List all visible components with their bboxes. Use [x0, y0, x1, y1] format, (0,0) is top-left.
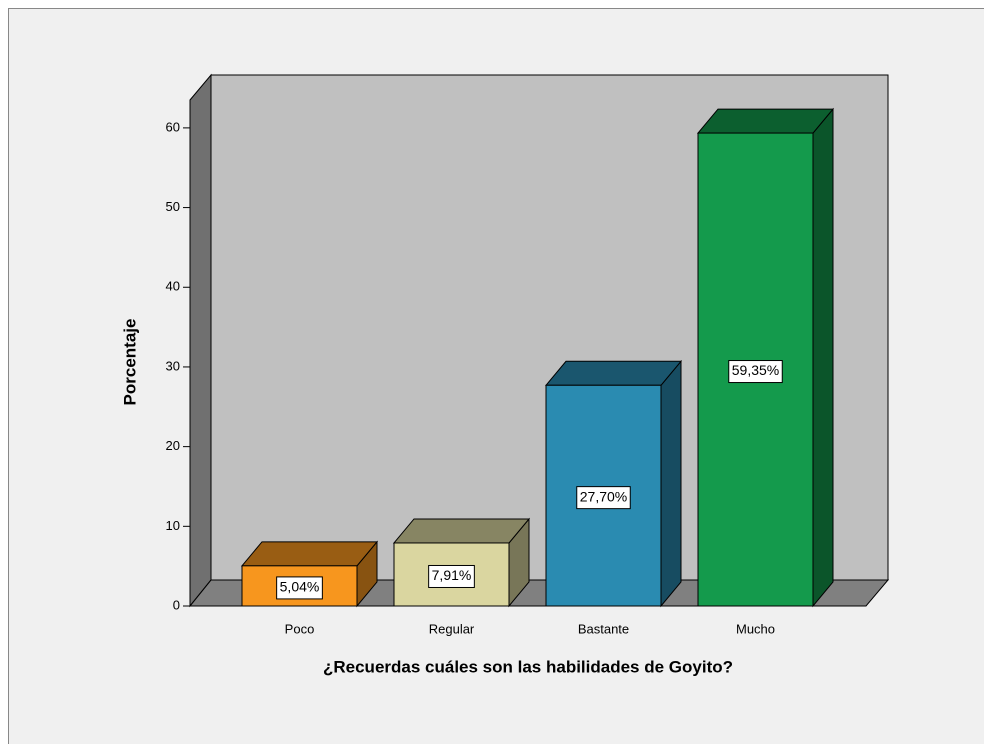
- x-axis-title: ¿Recuerdas cuáles son las habilidades de…: [323, 657, 733, 676]
- y-tick-label: 30: [166, 358, 180, 373]
- value-label-box: [576, 486, 631, 510]
- bar-side: [812, 107, 834, 608]
- value-label: 7,91%: [432, 567, 472, 583]
- y-axis-title: Porcentaje: [120, 319, 139, 406]
- bar-top: [696, 108, 835, 134]
- y-tick-label: 50: [166, 199, 180, 214]
- bar-top: [544, 360, 683, 386]
- value-label: 27,70%: [580, 488, 627, 504]
- value-label-box: [428, 564, 475, 588]
- bar-top: [240, 541, 379, 567]
- bar-top: [392, 518, 531, 544]
- side-wall: [189, 73, 212, 608]
- x-tick-label: Bastante: [578, 621, 629, 636]
- value-label-box: [276, 576, 323, 600]
- bar-side: [660, 359, 682, 608]
- x-tick-label: Poco: [285, 621, 315, 636]
- y-tick-label: 20: [166, 438, 180, 453]
- y-tick-label: 10: [166, 518, 180, 533]
- x-tick-label: Mucho: [736, 621, 775, 636]
- value-label: 5,04%: [280, 579, 320, 595]
- y-tick-label: 0: [173, 597, 180, 612]
- x-tick-label: Regular: [429, 621, 475, 636]
- value-label-box: [728, 360, 783, 384]
- value-label: 59,35%: [732, 362, 779, 378]
- y-tick-label: 60: [166, 119, 180, 134]
- y-tick-label: 40: [166, 279, 180, 294]
